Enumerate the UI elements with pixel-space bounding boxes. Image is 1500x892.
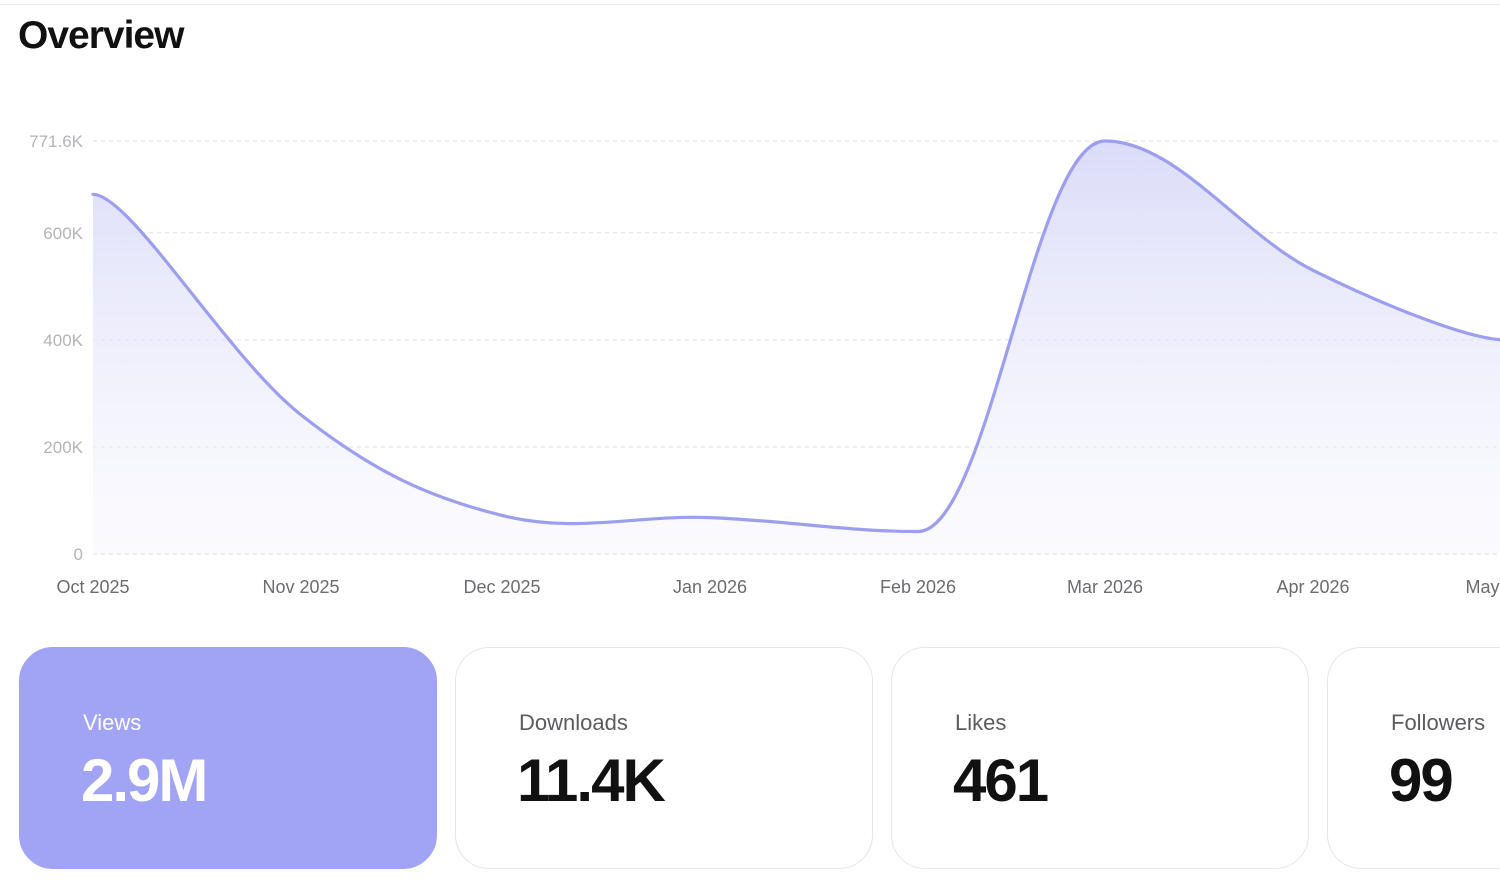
overview-chart: 0 200K 400K 600K 771.6K Oct 2025 Nov 2025 Dec 2… bbox=[29, 132, 1500, 597]
followers-label: Followers bbox=[1391, 710, 1486, 735]
x-tick-label: May 2026 bbox=[1465, 577, 1500, 597]
views-label: Views bbox=[83, 710, 142, 735]
views-value: 2.9M bbox=[81, 747, 208, 814]
downloads-label: Downloads bbox=[519, 710, 628, 735]
page-title: Overview bbox=[18, 14, 184, 57]
downloads-value: 11.4K bbox=[517, 747, 666, 814]
x-tick-label: Oct 2025 bbox=[56, 577, 129, 597]
x-tick-label: Jan 2026 bbox=[673, 577, 747, 597]
y-tick-label: 200K bbox=[43, 438, 83, 457]
followers-value: 99 bbox=[1389, 747, 1454, 814]
downloads-card[interactable]: Downloads 11.4K bbox=[455, 647, 873, 869]
y-tick-label: 600K bbox=[43, 224, 83, 243]
y-tick-label: 771.6K bbox=[29, 132, 84, 151]
likes-card[interactable]: Likes 461 bbox=[891, 647, 1309, 869]
x-tick-label: Apr 2026 bbox=[1276, 577, 1349, 597]
likes-label: Likes bbox=[955, 710, 1007, 735]
x-tick-label: Feb 2026 bbox=[880, 577, 956, 597]
likes-value: 461 bbox=[953, 747, 1049, 814]
x-tick-label: Mar 2026 bbox=[1067, 577, 1143, 597]
y-tick-label: 0 bbox=[74, 545, 83, 564]
followers-card[interactable]: Followers 99 bbox=[1327, 647, 1500, 869]
views-line bbox=[91, 139, 1500, 534]
x-tick-label: Nov 2025 bbox=[262, 577, 339, 597]
x-tick-label: Dec 2025 bbox=[463, 577, 540, 597]
views-area bbox=[93, 141, 1500, 554]
y-tick-label: 400K bbox=[43, 331, 83, 350]
views-card[interactable]: Views 2.9M bbox=[19, 647, 437, 869]
top-divider bbox=[0, 4, 1500, 5]
